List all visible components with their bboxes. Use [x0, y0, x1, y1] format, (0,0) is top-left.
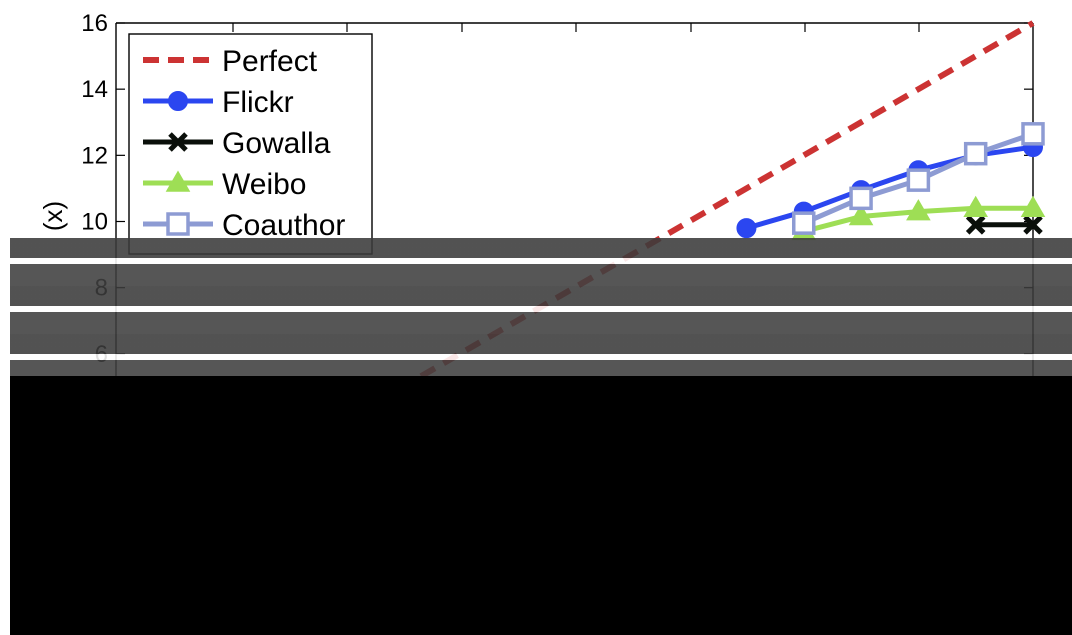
data-point-coauthor: [1021, 122, 1045, 146]
legend-label-perfect: Perfect: [222, 45, 318, 78]
occlusion-block: [10, 376, 1072, 635]
legend-label-coauthor: Coauthor: [222, 209, 345, 242]
legend: Perfect Flickr Gowalla Weibo Coauthor: [128, 33, 373, 255]
glitch-band: [10, 238, 1072, 376]
y-tick-label: 16: [81, 10, 108, 37]
data-point-gowalla: [1023, 215, 1043, 235]
axes: 1614121086(x): [38, 10, 1034, 420]
legend-marker-weibo: [165, 170, 191, 192]
y-axis-label: (x): [38, 201, 68, 231]
legend-marker-flickr: [168, 91, 188, 111]
data-point-flickr: [736, 218, 757, 239]
series-gowalla: [965, 215, 1043, 235]
data-point-weibo: [906, 199, 931, 221]
legend-label-weibo: Weibo: [222, 168, 307, 201]
legend-label-flickr: Flickr: [222, 86, 294, 119]
data-point-coauthor: [849, 186, 873, 211]
legend-label-gowalla: Gowalla: [222, 127, 331, 160]
legend-marker-gowalla: [168, 132, 188, 152]
data-point-coauthor: [906, 168, 931, 192]
data-point-weibo: [1020, 195, 1046, 218]
data-point-coauthor: [792, 211, 816, 235]
y-tick-label: 14: [81, 76, 108, 103]
data-point-weibo: [848, 204, 874, 226]
data-point-coauthor: [963, 141, 988, 166]
data-point-gowalla: [965, 215, 986, 235]
series-coauthor: [792, 122, 1045, 235]
y-tick-label: 10: [81, 209, 108, 236]
legend-marker-coauthor: [166, 212, 190, 236]
y-tick-label: 12: [81, 142, 108, 169]
data-point-weibo: [963, 195, 988, 218]
